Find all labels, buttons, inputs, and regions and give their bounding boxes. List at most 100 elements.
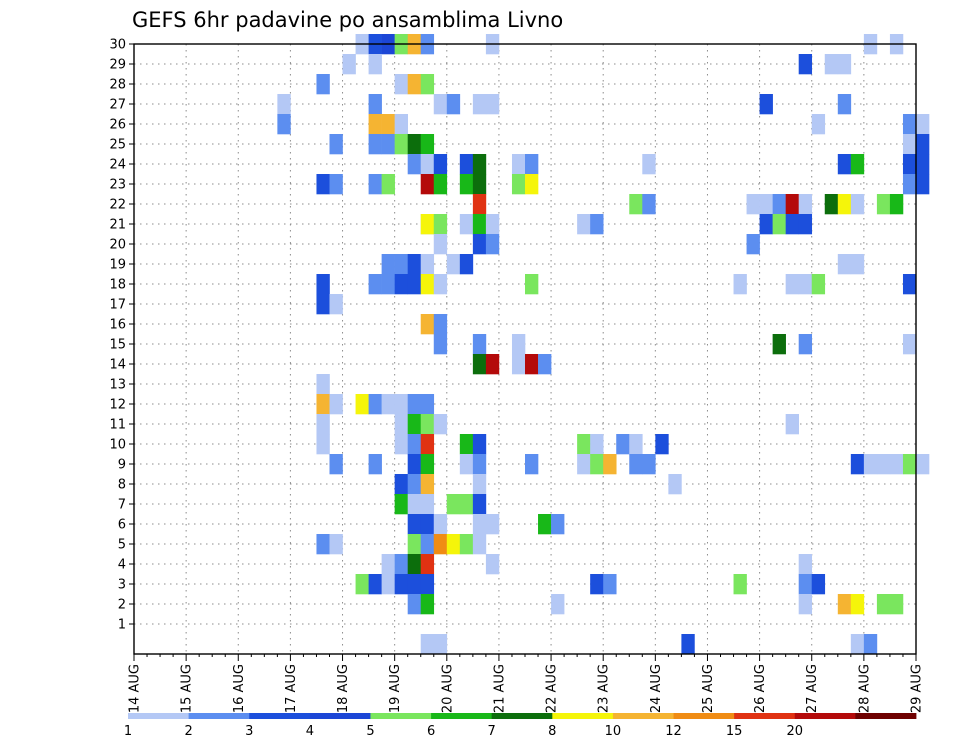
y-tick-label: 10: [109, 438, 126, 453]
heatmap-cell: [472, 194, 487, 215]
x-tick-label: 15 AUG: [180, 664, 195, 713]
heatmap-cell: [433, 314, 448, 335]
heatmap-cell: [916, 174, 930, 195]
heatmap-cell: [655, 434, 669, 455]
colorbar-swatch: [552, 713, 614, 719]
heatmap-cell: [394, 114, 408, 135]
colorbar-swatch: [855, 713, 917, 719]
heatmap-cell: [837, 594, 852, 615]
colorbar-label: 8: [548, 724, 556, 739]
colorbar-swatch: [431, 713, 493, 719]
y-tick-label: 24: [109, 158, 126, 173]
x-tick-label: 18 AUG: [336, 664, 351, 713]
colorbar-label: 10: [605, 724, 622, 739]
heatmap-cell: [342, 54, 356, 75]
heatmap-cell: [407, 134, 422, 155]
heatmap-cell: [394, 494, 408, 515]
heatmap-cell: [394, 414, 408, 435]
colorbar-label: 1: [124, 724, 132, 739]
heatmap-cell: [863, 634, 878, 655]
x-axis: 14 AUG 15 AUG 16 AUG 17 AUG 18 AUG 19 AUG 20 A…: [128, 654, 925, 713]
heatmap-cell: [785, 274, 799, 295]
heatmap-cell: [472, 354, 487, 375]
heatmap-cell: [472, 474, 487, 495]
heatmap-cell: [381, 274, 395, 295]
heatmap-cell: [837, 194, 852, 215]
x-tick-label: 22 AUG: [545, 664, 560, 713]
y-tick-label: 1: [118, 618, 126, 633]
heatmap-cell: [902, 134, 917, 155]
y-tick-label: 17: [109, 298, 126, 313]
heatmap-cell: [642, 454, 656, 475]
y-tick-label: 18: [109, 278, 126, 293]
chart-title: GEFS 6hr padavine po ansamblima Livno: [132, 8, 563, 32]
heatmap-cell: [459, 214, 474, 235]
heatmap-cell: [407, 474, 422, 495]
heatmap-cell: [525, 274, 539, 295]
heatmap-cell: [746, 234, 760, 255]
heatmap-cell: [629, 454, 643, 475]
heatmap-cell: [603, 454, 617, 475]
heatmap-cell: [381, 254, 395, 275]
heatmap-cell: [394, 394, 408, 415]
heatmap-cell: [629, 194, 643, 215]
heatmap-cell: [407, 554, 422, 575]
colorbar-swatch: [794, 713, 856, 719]
colorbar-swatch: [128, 713, 190, 719]
heatmap-cell: [394, 74, 408, 95]
colorbar-swatch: [370, 713, 432, 719]
heatmap-cell: [420, 154, 435, 175]
heatmap-cell: [381, 114, 395, 135]
y-tick-label: 25: [109, 138, 126, 153]
colorbar-swatch: [612, 713, 674, 719]
heatmap-cell: [420, 74, 435, 95]
heatmap-cell: [394, 574, 408, 595]
heatmap-cell: [785, 194, 799, 215]
heatmap-cell: [850, 454, 865, 475]
x-tick-label: 14 AUG: [128, 664, 143, 713]
colorbar-label: 20: [786, 724, 803, 739]
heatmap-cell: [876, 194, 891, 215]
y-tick-label: 26: [109, 118, 126, 133]
heatmap-cell: [798, 274, 813, 295]
heatmap-cell: [420, 274, 435, 295]
heatmap-cell: [902, 174, 917, 195]
heatmap-cell: [876, 454, 891, 475]
heatmap-cell: [472, 514, 487, 535]
heatmap-cell: [407, 154, 422, 175]
heatmap-cell: [368, 54, 382, 75]
heatmap-cell: [850, 254, 865, 275]
x-tick-label: 28 AUG: [857, 664, 872, 713]
heatmap-cell: [824, 54, 839, 75]
heatmap-cell: [837, 94, 852, 115]
y-tick-label: 28: [109, 78, 126, 93]
heatmap-cell: [407, 454, 422, 475]
heatmap-cell: [407, 394, 422, 415]
heatmap-cell: [538, 354, 552, 375]
heatmap-cell: [485, 94, 500, 115]
heatmap-cell: [368, 574, 382, 595]
y-tick-label: 22: [109, 198, 126, 213]
heatmap-cell: [642, 194, 656, 215]
colorbar-label: 6: [427, 724, 435, 739]
heatmap-cell: [420, 214, 435, 235]
heatmap-cell: [511, 174, 526, 195]
heatmap-cell: [472, 214, 487, 235]
heatmap-cell: [916, 114, 930, 135]
heatmap-cell: [577, 214, 591, 235]
heatmap-cell: [916, 454, 930, 475]
heatmap-cell: [446, 94, 461, 115]
heatmap-cell: [824, 194, 839, 215]
heatmap-cell: [746, 194, 760, 215]
heatmap-cell: [759, 194, 773, 215]
y-tick-label: 13: [109, 378, 126, 393]
colorbar-swatch: [734, 713, 796, 719]
heatmap-cell: [420, 314, 435, 335]
heatmap-cell: [485, 214, 500, 235]
heatmap-cell: [433, 634, 448, 655]
heatmap-cell: [472, 94, 487, 115]
colorbar-label: 12: [665, 724, 682, 739]
heatmap-cell: [368, 114, 382, 135]
heatmap-cell: [329, 134, 343, 155]
